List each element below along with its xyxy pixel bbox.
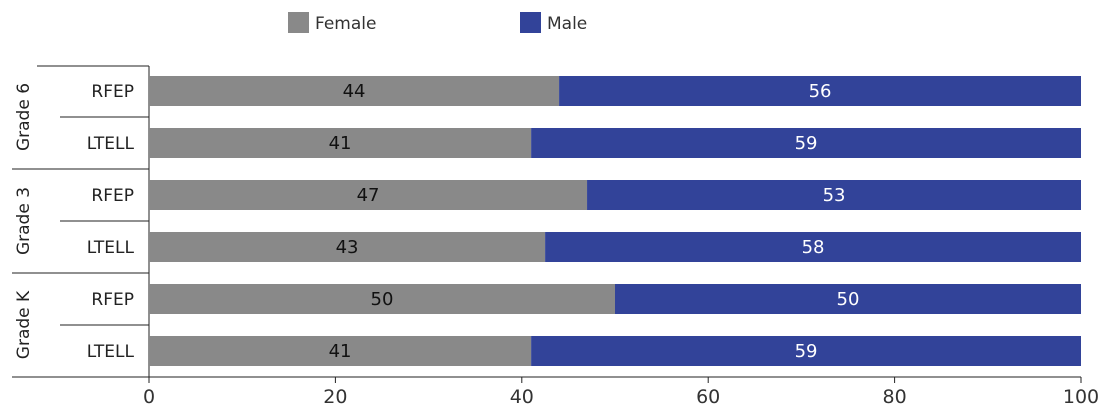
data-label-grade-3-rfep-male: 53: [823, 185, 846, 206]
chart-axes: [12, 65, 1081, 378]
chart-legend: Female Male: [288, 12, 587, 34]
category-label-grade-6-ltell: LTELL: [87, 134, 135, 154]
group-label-grade-3: Grade 3: [14, 187, 34, 255]
category-label-grade-k-ltell: LTELL: [87, 342, 135, 362]
data-label-grade-k-rfep-male: 50: [837, 289, 860, 310]
bar-grade-3-rfep-female: [149, 180, 588, 210]
group-label-grade-6: Grade 6: [14, 83, 34, 151]
bar-grade-3-ltell-male: [545, 232, 1081, 262]
group-label-grade-k: Grade K: [14, 290, 34, 359]
data-label-grade-6-ltell-female: 41: [329, 133, 352, 154]
data-label-grade-3-ltell-female: 43: [336, 237, 359, 258]
data-label-grade-k-ltell-female: 41: [329, 341, 352, 362]
bar-grade-6-ltell-male: [531, 128, 1081, 158]
legend-label-male: Male: [547, 14, 587, 34]
x-tick-label-40: 40: [510, 386, 534, 408]
bar-grade-3-ltell-female: [149, 232, 546, 262]
bar-grade-3-rfep-male: [587, 180, 1081, 210]
bar-grade-6-rfep-female: [149, 76, 560, 106]
bar-grade-k-rfep-male: [615, 284, 1081, 314]
x-tick-label-80: 80: [883, 386, 907, 408]
bar-grade-6-ltell-female: [149, 128, 532, 158]
data-label-grade-6-ltell-male: 59: [795, 133, 818, 154]
category-label-grade-k-rfep: RFEP: [91, 290, 134, 310]
bar-grade-k-ltell-male: [531, 336, 1081, 366]
data-label-grade-3-rfep-female: 47: [357, 185, 380, 206]
x-axis-ticks: 0 20 40 60 80 100: [143, 377, 1099, 408]
data-label-grade-6-rfep-female: 44: [343, 81, 366, 102]
bar-grade-k-ltell-female: [149, 336, 532, 366]
data-label-grade-k-ltell-male: 59: [795, 341, 818, 362]
x-tick-label-100: 100: [1063, 386, 1099, 408]
data-label-grade-6-rfep-male: 56: [809, 81, 832, 102]
bar-marks: 44 56 41 59 47 53 43 58 50 50 41 59: [149, 76, 1081, 366]
category-label-grade-6-rfep: RFEP: [91, 82, 134, 102]
bar-grade-k-rfep-female: [149, 284, 615, 314]
category-label-grade-3-ltell: LTELL: [87, 238, 135, 258]
category-label-grade-3-rfep: RFEP: [91, 186, 134, 206]
x-tick-label-0: 0: [143, 386, 155, 408]
legend-swatch-female: [288, 12, 309, 33]
data-label-grade-3-ltell-male: 58: [802, 237, 825, 258]
x-tick-label-20: 20: [323, 386, 347, 408]
legend-label-female: Female: [315, 14, 376, 34]
data-label-grade-k-rfep-female: 50: [371, 289, 394, 310]
x-tick-label-60: 60: [696, 386, 720, 408]
category-labels: RFEP LTELL RFEP LTELL RFEP LTELL Grade 6 Grade …: [14, 82, 135, 362]
bar-grade-6-rfep-male: [559, 76, 1081, 106]
legend-swatch-male: [520, 12, 541, 33]
